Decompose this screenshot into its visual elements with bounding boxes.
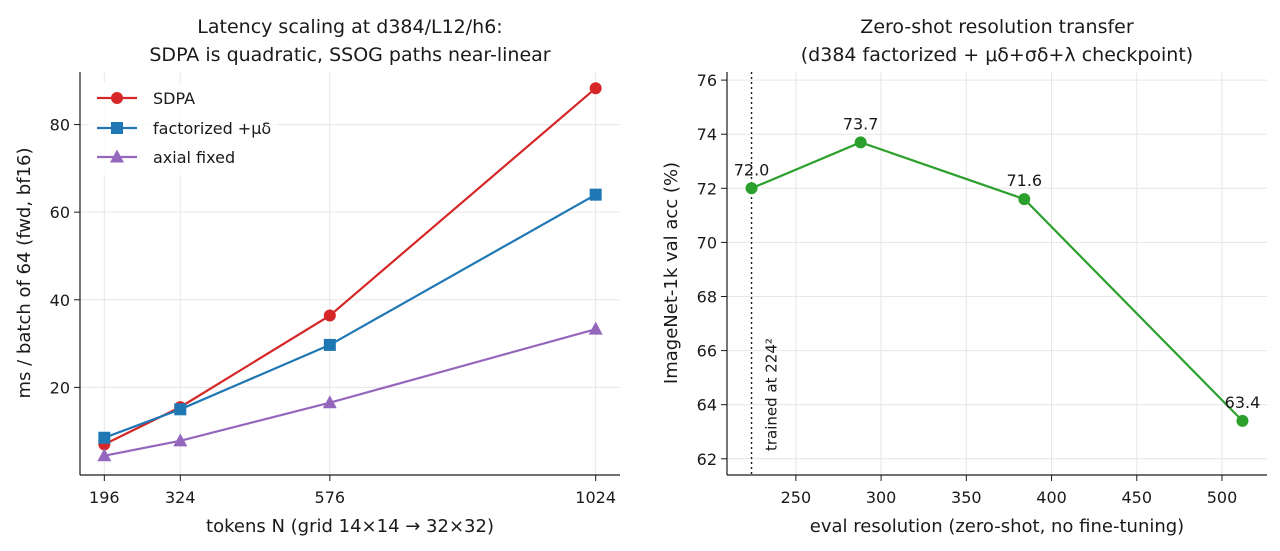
resolution-ticks: 250 300 350 400 450 500 62 64 66 68 70 72 74 76 (697, 71, 1238, 507)
data-point-accuracy (1018, 193, 1031, 206)
series-line-factorized (103, 193, 597, 439)
data-point-factorized (589, 188, 602, 201)
series-line-sdpa (103, 87, 597, 446)
series-line-axial (104, 328, 596, 457)
latency-ticks: 196 324 576 1024 20 40 60 80 (50, 116, 616, 507)
resolution-y-tick-label: 72 (697, 179, 717, 198)
latency-y-tick-label: 80 (50, 116, 70, 135)
resolution-y-tick-label: 74 (697, 125, 717, 144)
resolution-y-tick-label: 70 (697, 233, 717, 252)
trained-at-224-annotation: trained at 224² (763, 338, 781, 451)
accuracy-data-label: 73.7 (843, 114, 879, 133)
resolution-y-tick-label: 68 (697, 287, 717, 306)
data-point-axial (97, 448, 112, 462)
latency-y-tick-label: 40 (50, 291, 70, 310)
resolution-chart-title-line-2: (d384 factorized + μδ+σδ+λ checkpoint) (801, 44, 1193, 66)
series-line-accuracy (751, 141, 1244, 422)
resolution-x-tick-label: 450 (1121, 488, 1152, 507)
data-point-sdpa (589, 82, 602, 95)
resolution-x-tick-label: 250 (781, 488, 812, 507)
resolution-x-tick-label: 300 (866, 488, 897, 507)
latency-chart: 196 324 576 1024 20 40 60 80 Latency scaling at… (14, 16, 620, 537)
legend-marker-sdpa (111, 92, 123, 104)
legend-label-axial: axial fixed (153, 148, 235, 167)
resolution-x-tick-label: 500 (1207, 488, 1238, 507)
legend-marker-axial (110, 149, 124, 163)
data-point-accuracy (1236, 414, 1249, 427)
latency-x-tick-label: 324 (165, 488, 196, 507)
data-point-accuracy (854, 136, 867, 149)
data-point-axial (322, 395, 337, 409)
resolution-chart-title-line-1: Zero-shot resolution transfer (860, 16, 1134, 38)
resolution-gridlines (727, 72, 1267, 475)
data-point-accuracy (745, 182, 758, 195)
data-point-axial (588, 321, 603, 335)
accuracy-data-label: 71.6 (1006, 171, 1042, 190)
data-point-factorized (174, 403, 187, 416)
latency-y-axis-label: ms / batch of 64 (fwd, bf16) (14, 148, 35, 399)
accuracy-data-label: 72.0 (734, 160, 770, 179)
latency-y-tick-label: 20 (50, 378, 70, 397)
data-point-axial (173, 433, 188, 447)
resolution-axes (726, 72, 1267, 476)
resolution-x-axis-label: eval resolution (zero-shot, no fine-tuni… (810, 516, 1184, 537)
latency-x-tick-label: 196 (89, 488, 120, 507)
resolution-transfer-chart: 72.0 73.7 71.6 63.4 250 300 350 400 450 500 62 64 6… (661, 16, 1267, 537)
resolution-x-tick-label: 400 (1036, 488, 1067, 507)
latency-axes (79, 72, 620, 476)
legend-marker-factorized (111, 122, 123, 134)
latency-series-group (97, 82, 603, 462)
resolution-y-tick-label: 62 (697, 450, 717, 469)
legend-label-sdpa: SDPA (153, 89, 195, 108)
latency-x-tick-label: 576 (315, 488, 346, 507)
latency-x-tick-label: 1024 (575, 488, 616, 507)
resolution-y-tick-label: 76 (697, 71, 717, 90)
resolution-y-tick-label: 66 (697, 342, 717, 361)
legend-label-factorized: factorized +μδ (153, 119, 271, 138)
resolution-y-tick-label: 64 (697, 396, 717, 415)
latency-legend: SDPA factorized +μδ axial fixed (88, 82, 278, 176)
resolution-y-axis-label: ImageNet-1k val acc (%) (661, 162, 682, 384)
latency-chart-title-line-1: Latency scaling at d384/L12/h6: (197, 16, 502, 38)
data-point-factorized (98, 431, 111, 444)
resolution-x-tick-label: 350 (951, 488, 982, 507)
data-point-factorized (323, 338, 336, 351)
resolution-series-group: 72.0 73.7 71.6 63.4 (734, 114, 1261, 427)
latency-chart-title-line-2: SDPA is quadratic, SSOG paths near-linea… (149, 44, 550, 66)
latency-y-tick-label: 60 (50, 203, 70, 222)
data-point-sdpa (323, 309, 336, 322)
accuracy-data-label: 63.4 (1225, 393, 1261, 412)
latency-x-axis-label: tokens N (grid 14×14 → 32×32) (206, 516, 494, 537)
